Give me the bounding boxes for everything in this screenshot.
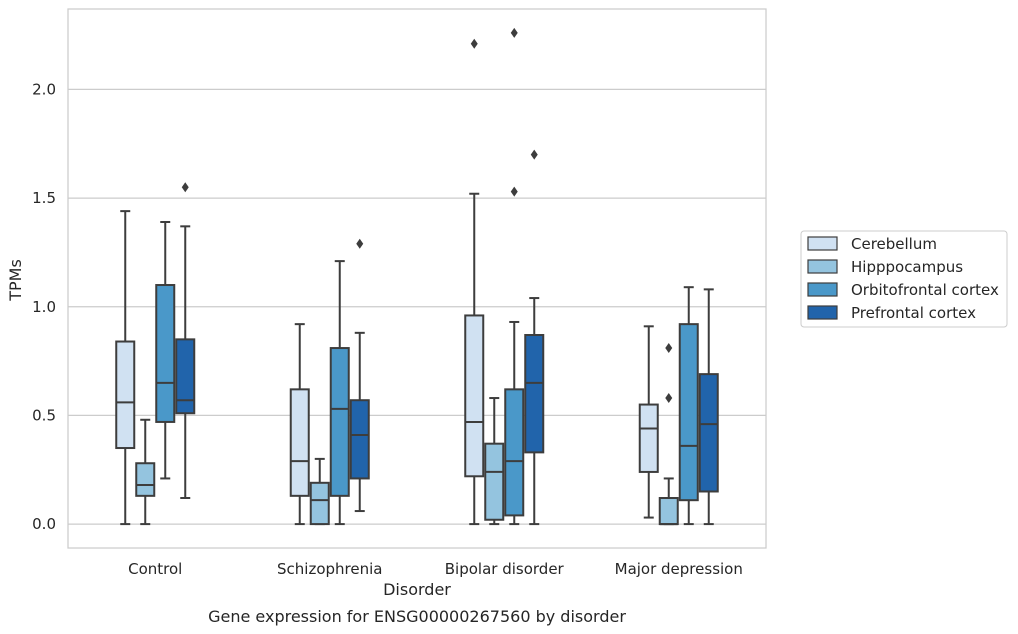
box-iqr xyxy=(638,403,659,473)
x-axis-label: Disorder xyxy=(383,580,451,599)
outlier-point xyxy=(356,238,364,249)
box-orbitofrontal-cortex xyxy=(329,260,350,526)
box-iqr xyxy=(678,323,699,502)
outlier-point xyxy=(665,393,673,404)
box-orbitofrontal-cortex xyxy=(504,27,525,526)
plot-area-frame xyxy=(67,8,767,549)
box-iqr xyxy=(658,497,679,526)
box-iqr xyxy=(349,399,370,480)
box-prefrontal-cortex xyxy=(349,238,370,513)
legend: Cerebellum Hipppocampus Orbitofrontal cort… xyxy=(800,230,1008,328)
x-tick-label: Major depression xyxy=(615,560,743,578)
outlier-point xyxy=(181,182,189,193)
box-orbitofrontal-cortex xyxy=(678,286,699,526)
legend-item: Prefrontal cortex xyxy=(807,304,976,322)
box-iqr xyxy=(289,388,310,497)
outlier-point xyxy=(510,186,518,197)
box-cerebellum xyxy=(464,38,485,526)
legend-label: Cerebellum xyxy=(851,235,937,253)
box-orbitofrontal-cortex xyxy=(155,220,176,480)
x-tick-label: Control xyxy=(128,560,182,578)
y-tick-label: 1.0 xyxy=(32,298,56,316)
legend-swatch xyxy=(807,305,838,320)
box-cerebellum xyxy=(289,323,310,526)
legend-label: Hipppocampus xyxy=(851,258,963,276)
box-layer xyxy=(115,27,719,526)
box-iqr xyxy=(504,388,525,517)
outlier-point xyxy=(530,149,538,160)
x-tick-labels: Control Schizophrenia Bipolar disorder Majo… xyxy=(128,560,743,578)
box-iqr xyxy=(524,334,545,454)
outlier-point xyxy=(510,27,518,38)
box-iqr xyxy=(175,338,196,415)
box-cerebellum xyxy=(638,325,659,519)
y-tick-label: 0.0 xyxy=(32,515,56,533)
legend-label: Prefrontal cortex xyxy=(851,304,976,322)
box-iqr xyxy=(135,462,156,497)
box-hipppocampus xyxy=(309,457,330,526)
box-iqr xyxy=(484,442,505,521)
box-iqr xyxy=(309,481,330,526)
x-tick-label: Schizophrenia xyxy=(277,560,382,578)
box-iqr xyxy=(115,340,136,450)
box-prefrontal-cortex xyxy=(524,149,545,526)
outlier-point xyxy=(665,343,673,354)
y-tick-label: 1.5 xyxy=(32,189,56,207)
y-tick-label: 2.0 xyxy=(32,80,56,98)
box-iqr xyxy=(329,347,350,497)
y-tick-label: 0.5 xyxy=(32,406,56,424)
box-prefrontal-cortex xyxy=(175,182,196,500)
box-prefrontal-cortex xyxy=(698,288,719,526)
legend-label: Orbitofrontal cortex xyxy=(851,281,999,299)
legend-frame xyxy=(800,230,1008,328)
legend-item: Orbitofrontal cortex xyxy=(807,281,999,299)
y-tick-labels: 0.0 0.5 1.0 1.5 2.0 xyxy=(32,80,56,533)
legend-swatch xyxy=(807,282,838,297)
box-hipppocampus xyxy=(484,397,505,526)
legend-item: Hipppocampus xyxy=(807,258,963,276)
chart-caption: Gene expression for ENSG00000267560 by d… xyxy=(208,607,626,626)
legend-swatch xyxy=(807,236,838,251)
box-iqr xyxy=(464,314,485,478)
legend-swatch xyxy=(807,259,838,274)
box-hipppocampus xyxy=(135,418,156,526)
x-tick-label: Bipolar disorder xyxy=(445,560,565,578)
box-cerebellum xyxy=(115,210,136,526)
box-iqr xyxy=(698,373,719,493)
y-axis-label: TPMs xyxy=(6,259,25,302)
box-iqr xyxy=(155,284,176,423)
box-hipppocampus xyxy=(658,343,679,526)
outlier-point xyxy=(470,38,478,49)
legend-item: Cerebellum xyxy=(807,235,937,253)
